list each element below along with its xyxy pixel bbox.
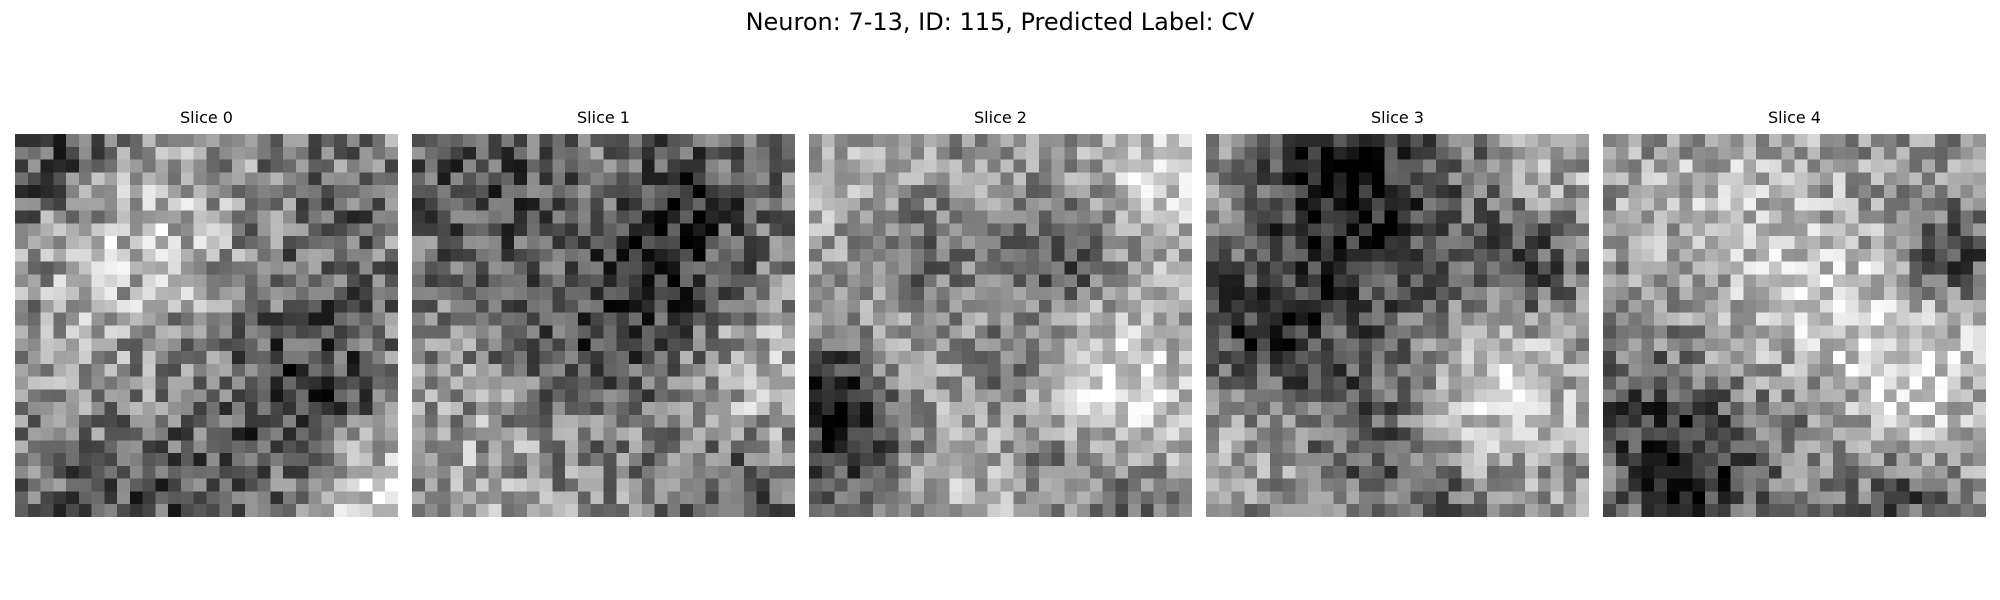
- figure-title: Neuron: 7-13, ID: 115, Predicted Label: …: [745, 8, 1255, 36]
- slice-title-0: Slice 0: [180, 108, 233, 127]
- slice-title-2: Slice 2: [974, 108, 1027, 127]
- slice-title-1: Slice 1: [577, 108, 630, 127]
- slice-image-3: [1206, 134, 1589, 517]
- slice-title-4: Slice 4: [1768, 108, 1821, 127]
- slice-panel-0: Slice 0: [15, 108, 398, 517]
- slice-image-4: [1603, 134, 1986, 517]
- slice-image-2: [809, 134, 1192, 517]
- slice-panel-3: Slice 3: [1206, 108, 1589, 517]
- slice-image-0: [15, 134, 398, 517]
- slice-title-3: Slice 3: [1371, 108, 1424, 127]
- slice-panel-4: Slice 4: [1603, 108, 1986, 517]
- slice-panel-1: Slice 1: [412, 108, 795, 517]
- slice-panel-2: Slice 2: [809, 108, 1192, 517]
- slice-image-1: [412, 134, 795, 517]
